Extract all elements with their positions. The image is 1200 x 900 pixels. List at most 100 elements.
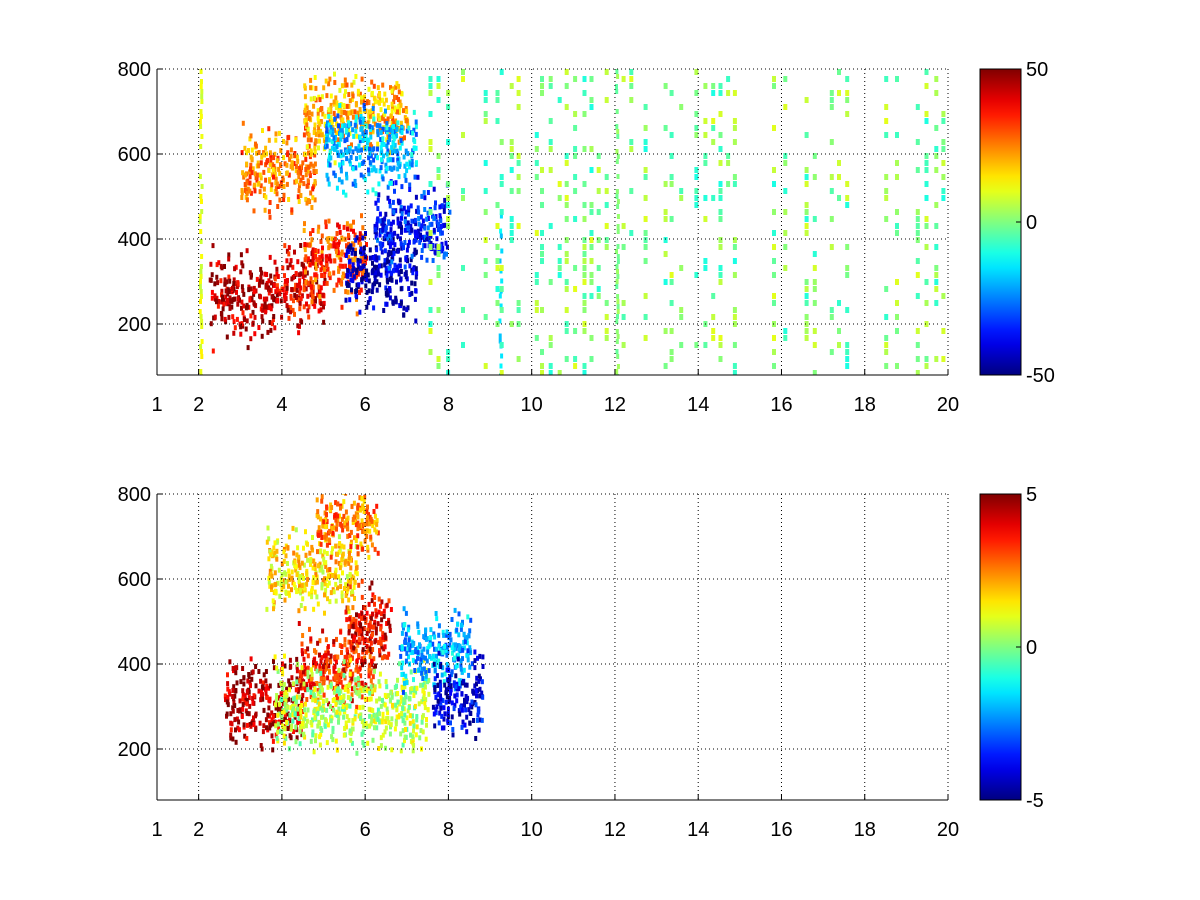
heatmap-cell xyxy=(370,289,374,295)
heatmap-cell xyxy=(499,233,503,239)
heatmap-cell xyxy=(604,97,609,103)
heatmap-cell xyxy=(432,186,436,192)
heatmap-cell xyxy=(413,296,417,302)
heatmap-cell xyxy=(373,281,377,287)
heatmap-cell xyxy=(273,276,277,282)
heatmap-cell xyxy=(416,649,420,655)
heatmap-cell xyxy=(272,545,276,551)
heatmap-cell xyxy=(465,682,469,688)
heatmap-cell xyxy=(495,202,500,208)
heatmap-cell xyxy=(344,149,348,155)
heatmap-cell xyxy=(287,315,291,321)
heatmap-cell xyxy=(275,693,279,698)
heatmap-cell xyxy=(711,335,716,341)
heatmap-cell xyxy=(732,370,737,375)
heatmap-cell xyxy=(376,707,380,713)
heatmap-cell xyxy=(322,280,326,286)
heatmap-cell xyxy=(467,707,471,713)
heatmap-cell xyxy=(384,745,387,751)
heatmap-cells xyxy=(198,69,955,375)
heatmap-cell xyxy=(345,243,348,249)
heatmap-cell xyxy=(232,281,236,286)
heatmap-cell xyxy=(264,717,268,723)
heatmap-cell xyxy=(378,263,381,269)
heatmap-cell xyxy=(339,505,342,511)
heatmap-cell xyxy=(355,571,359,577)
heatmap-cell xyxy=(259,743,263,748)
heatmap-cell xyxy=(336,501,340,507)
heatmap-cell xyxy=(478,653,482,659)
heatmap-cell xyxy=(352,241,356,247)
heatmap-cell xyxy=(280,666,284,672)
heatmap-cell xyxy=(306,576,310,582)
heatmap-cell xyxy=(245,722,249,728)
heatmap-cell xyxy=(388,165,392,171)
heatmap-cell xyxy=(404,658,408,664)
heatmap-cell xyxy=(385,143,389,149)
heatmap-cell xyxy=(362,509,366,514)
heatmap-cell xyxy=(275,286,279,292)
heatmap-cell xyxy=(419,226,423,232)
heatmap-cell xyxy=(249,154,253,160)
heatmap-cell xyxy=(344,684,348,690)
heatmap-cell xyxy=(313,75,317,80)
heatmap-cell xyxy=(951,104,955,110)
heatmap-cell xyxy=(261,307,265,313)
heatmap-cell xyxy=(348,728,352,734)
heatmap-cell xyxy=(363,605,367,611)
heatmap-cell xyxy=(375,264,379,270)
heatmap-cell xyxy=(283,295,287,301)
heatmap-cell xyxy=(399,222,403,227)
heatmap-cell xyxy=(361,704,365,710)
heatmap-cell xyxy=(374,719,378,725)
heatmap-cell xyxy=(344,609,348,615)
heatmap-cell xyxy=(310,299,314,305)
heatmap-cell xyxy=(440,203,444,209)
heatmap-cell xyxy=(353,251,357,256)
heatmap-cell xyxy=(359,255,363,261)
heatmap-cell xyxy=(812,153,817,159)
heatmap-cell xyxy=(332,110,336,116)
heatmap-cell xyxy=(399,269,403,274)
heatmap-cell xyxy=(333,570,337,576)
heatmap-cell xyxy=(340,543,344,549)
heatmap-cell xyxy=(379,107,383,113)
heatmap-cell xyxy=(516,76,521,82)
heatmap-cell xyxy=(732,244,737,250)
heatmap-cell xyxy=(934,125,939,131)
heatmap-cell xyxy=(402,677,406,683)
heatmap-cell xyxy=(252,715,255,721)
heatmap-cell xyxy=(286,704,289,710)
heatmap-cell xyxy=(438,679,442,685)
heatmap-cell xyxy=(360,76,364,82)
heatmap-cell xyxy=(441,223,445,229)
heatmap-cell xyxy=(463,702,466,708)
heatmap-cell xyxy=(732,90,737,96)
heatmap-cell xyxy=(359,712,363,718)
heatmap-cell xyxy=(332,287,336,293)
heatmap-cell xyxy=(812,251,817,257)
colorbar-tick-label: -50 xyxy=(1026,365,1055,387)
heatmap-cell xyxy=(298,183,301,189)
heatmap-cell xyxy=(418,735,422,741)
heatmap-cell xyxy=(345,574,349,580)
heatmap-cell xyxy=(837,160,841,166)
heatmap-cell xyxy=(319,670,323,676)
heatmap-cell xyxy=(403,738,406,744)
heatmap-cell xyxy=(293,563,297,569)
heatmap-cell xyxy=(200,89,204,94)
heatmap-cell xyxy=(457,646,461,652)
heatmap-cell xyxy=(438,710,442,716)
heatmap-cell xyxy=(258,189,262,195)
heatmap-cell xyxy=(321,578,325,584)
heatmap-cell xyxy=(302,304,306,310)
heatmap-cell xyxy=(477,727,481,733)
heatmap-cell xyxy=(423,243,427,249)
heatmap-cell xyxy=(382,608,386,614)
heatmap-cell xyxy=(372,519,376,525)
heatmap-cell xyxy=(915,237,920,243)
heatmap-cell xyxy=(339,562,343,568)
heatmap-cell xyxy=(324,536,328,542)
heatmap-cell xyxy=(319,695,323,700)
heatmap-cell xyxy=(436,251,441,257)
